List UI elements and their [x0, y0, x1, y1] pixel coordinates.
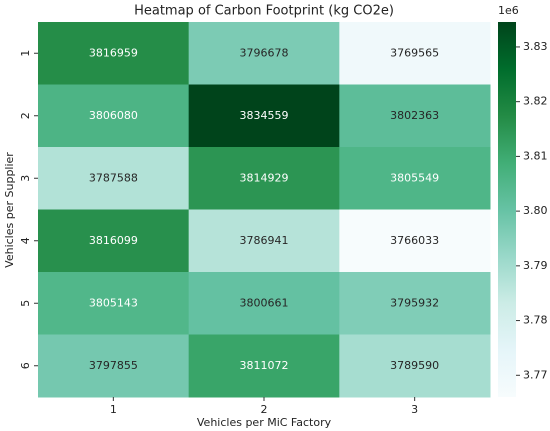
colorbar-tick-label: 3.80 — [523, 204, 548, 217]
cell-label: 3766033 — [390, 234, 439, 247]
x-tick-label: 2 — [261, 403, 268, 416]
colorbar-offset: 1e6 — [498, 4, 519, 17]
colorbar — [498, 22, 516, 397]
heatmap-cell — [188, 334, 340, 398]
y-tick-label: 4 — [19, 237, 32, 244]
heatmap-cell — [38, 334, 190, 398]
colorbar-tick-label: 3.79 — [523, 259, 548, 272]
cell-label: 3786941 — [240, 234, 289, 247]
y-tick-label: 1 — [19, 50, 32, 57]
heatmap-cell — [188, 209, 340, 273]
heatmap-cell — [339, 209, 491, 273]
y-tick-label: 2 — [19, 112, 32, 119]
cell-label: 3797855 — [89, 359, 138, 372]
x-tick-label: 3 — [411, 403, 418, 416]
x-tick-label: 1 — [110, 403, 117, 416]
cell-label: 3795932 — [390, 296, 439, 309]
heatmap-cell — [339, 334, 491, 398]
cell-label: 3796678 — [240, 46, 289, 59]
cell-label: 3834559 — [240, 109, 289, 122]
cell-label: 3814929 — [240, 171, 289, 184]
y-tick-label: 6 — [19, 362, 32, 369]
cell-label: 3805143 — [89, 296, 138, 309]
colorbar-tick-label: 3.82 — [523, 95, 548, 108]
heatmap-cell — [38, 22, 190, 85]
cell-label: 3806080 — [89, 109, 138, 122]
heatmap-cell — [38, 84, 190, 148]
cell-label: 3787588 — [89, 171, 138, 184]
cell-label: 3816959 — [89, 46, 138, 59]
heatmap-cell — [188, 147, 340, 210]
y-tick-label: 5 — [19, 300, 32, 307]
colorbar-tick-label: 3.81 — [523, 149, 548, 162]
colorbar-tick-label: 3.83 — [523, 40, 548, 53]
heatmap-cell — [188, 84, 340, 148]
colorbar-tick-label: 3.78 — [523, 314, 548, 327]
cell-label: 3805549 — [390, 171, 439, 184]
cell-label: 3816099 — [89, 234, 138, 247]
heatmap-cell — [38, 272, 190, 335]
cell-label: 3802363 — [390, 109, 439, 122]
y-axis-label: Vehicles per Supplier — [3, 152, 16, 268]
heatmap-cell — [339, 272, 491, 335]
cell-label: 3811072 — [240, 359, 289, 372]
heatmap-cell — [38, 147, 190, 210]
heatmap-cell — [188, 22, 340, 85]
heatmap-cell — [38, 209, 190, 273]
heatmap-cell — [339, 147, 491, 210]
x-axis-label: Vehicles per MiC Factory — [197, 416, 332, 429]
heatmap-cell — [339, 84, 491, 148]
chart-title: Heatmap of Carbon Footprint (kg CO2e) — [134, 4, 394, 19]
cell-label: 3789590 — [390, 359, 439, 372]
cell-label: 3769565 — [390, 46, 439, 59]
colorbar-tick-label: 3.77 — [523, 368, 548, 381]
heatmap-cell — [188, 272, 340, 335]
cell-label: 3800661 — [240, 296, 289, 309]
heatmap-cell — [339, 22, 491, 85]
y-tick-label: 3 — [19, 175, 32, 182]
